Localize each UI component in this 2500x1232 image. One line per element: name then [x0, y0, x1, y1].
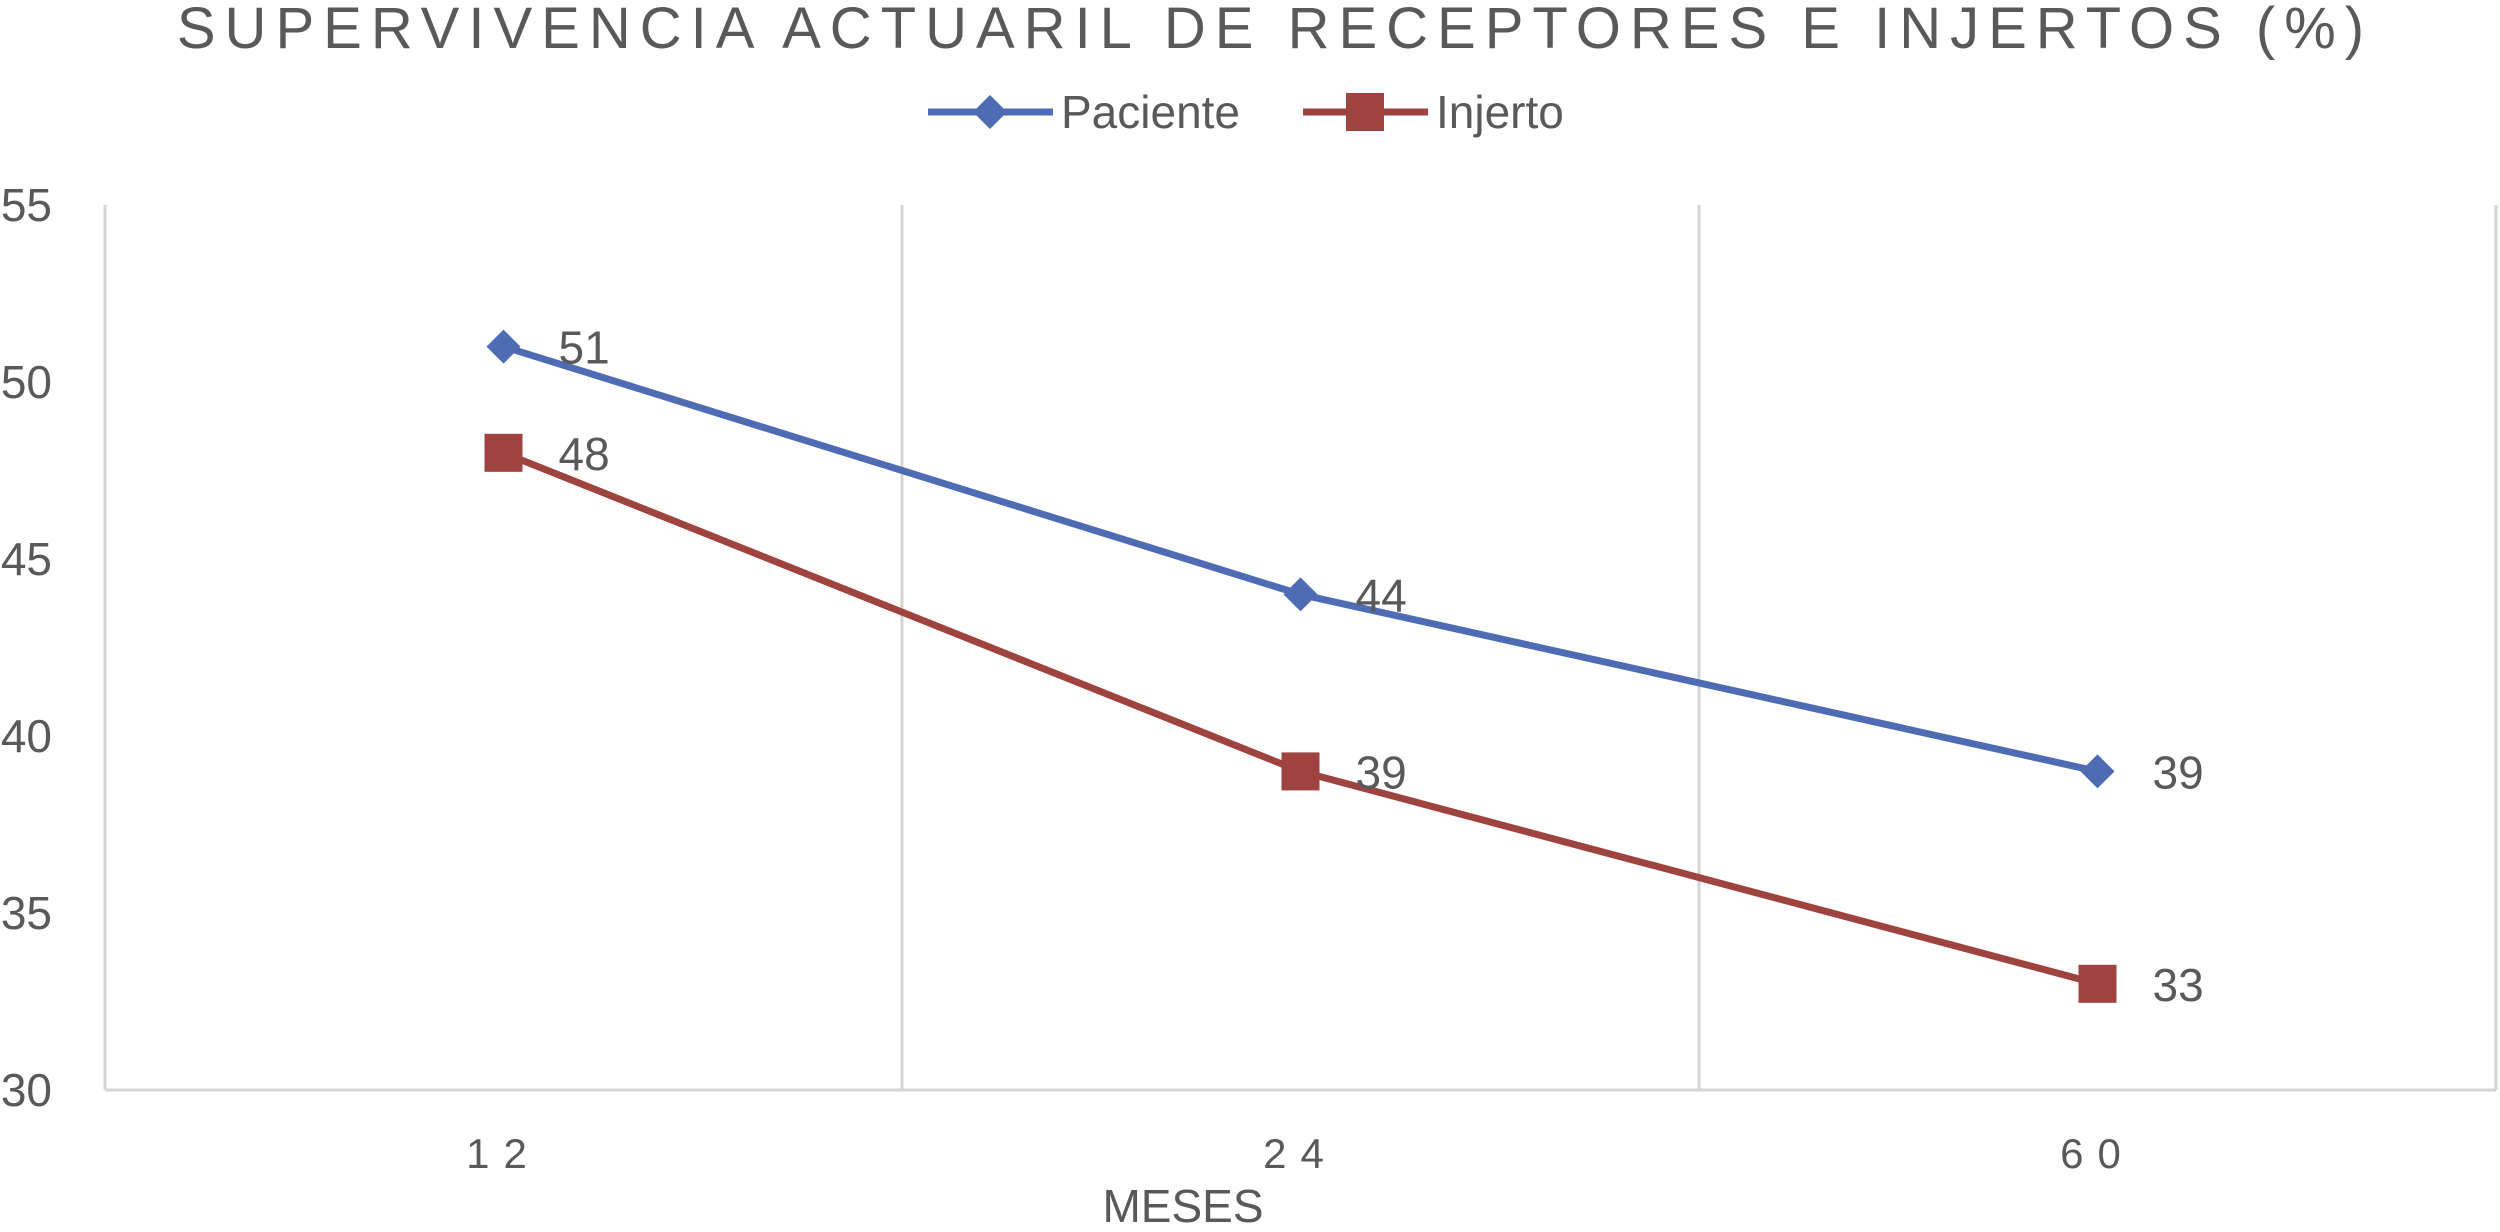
- y-tick-label: 40: [1, 710, 52, 762]
- legend: Paciente Injerto: [928, 86, 1564, 138]
- gridlines: [103, 205, 2498, 1090]
- data-labels: 51 44 39 48 39 33: [559, 322, 2204, 1011]
- y-tick-label: 55: [1, 179, 52, 231]
- series-line-paciente: [502, 343, 2099, 775]
- data-label: 44: [1356, 569, 1407, 621]
- legend-label: Injerto: [1436, 86, 1564, 138]
- x-tick-label: 24: [1263, 1130, 1338, 1177]
- chart-title: SUPERVIVENCIA ACTUARIL DE RECEPTORES E I…: [177, 0, 2373, 61]
- y-tick-label: 45: [1, 533, 52, 585]
- x-tick-label: 60: [2060, 1130, 2135, 1177]
- data-point-paciente: [486, 329, 521, 364]
- data-point-paciente: [1283, 577, 1318, 612]
- data-point-injerto: [1281, 752, 1320, 791]
- y-tick-label: 50: [1, 356, 52, 408]
- legend-item-injerto: Injerto: [1303, 86, 1564, 138]
- data-label: 39: [2153, 746, 2204, 798]
- data-label: 48: [559, 428, 610, 480]
- x-axis-title: MESES: [1102, 1180, 1263, 1227]
- y-tick-label: 35: [1, 887, 52, 939]
- data-label: 33: [2153, 959, 2204, 1011]
- data-point-injerto: [2078, 964, 2117, 1003]
- series-lines: [502, 343, 2099, 988]
- data-point-injerto: [484, 433, 523, 472]
- legend-item-paciente: Paciente: [928, 86, 1240, 138]
- series-markers: [484, 329, 2117, 1003]
- y-axis-ticks: 30 35 40 45 50 55: [1, 179, 52, 1116]
- data-label: 51: [559, 322, 610, 374]
- y-tick-label: 30: [1, 1064, 52, 1116]
- legend-marker: [1346, 93, 1384, 131]
- legend-label: Paciente: [1061, 86, 1240, 138]
- legend-marker: [973, 95, 1007, 129]
- x-axis-ticks: 12 24 60: [466, 1130, 2135, 1177]
- x-tick-label: 12: [466, 1130, 541, 1177]
- data-point-paciente: [2080, 754, 2115, 789]
- data-label: 39: [1356, 746, 1407, 798]
